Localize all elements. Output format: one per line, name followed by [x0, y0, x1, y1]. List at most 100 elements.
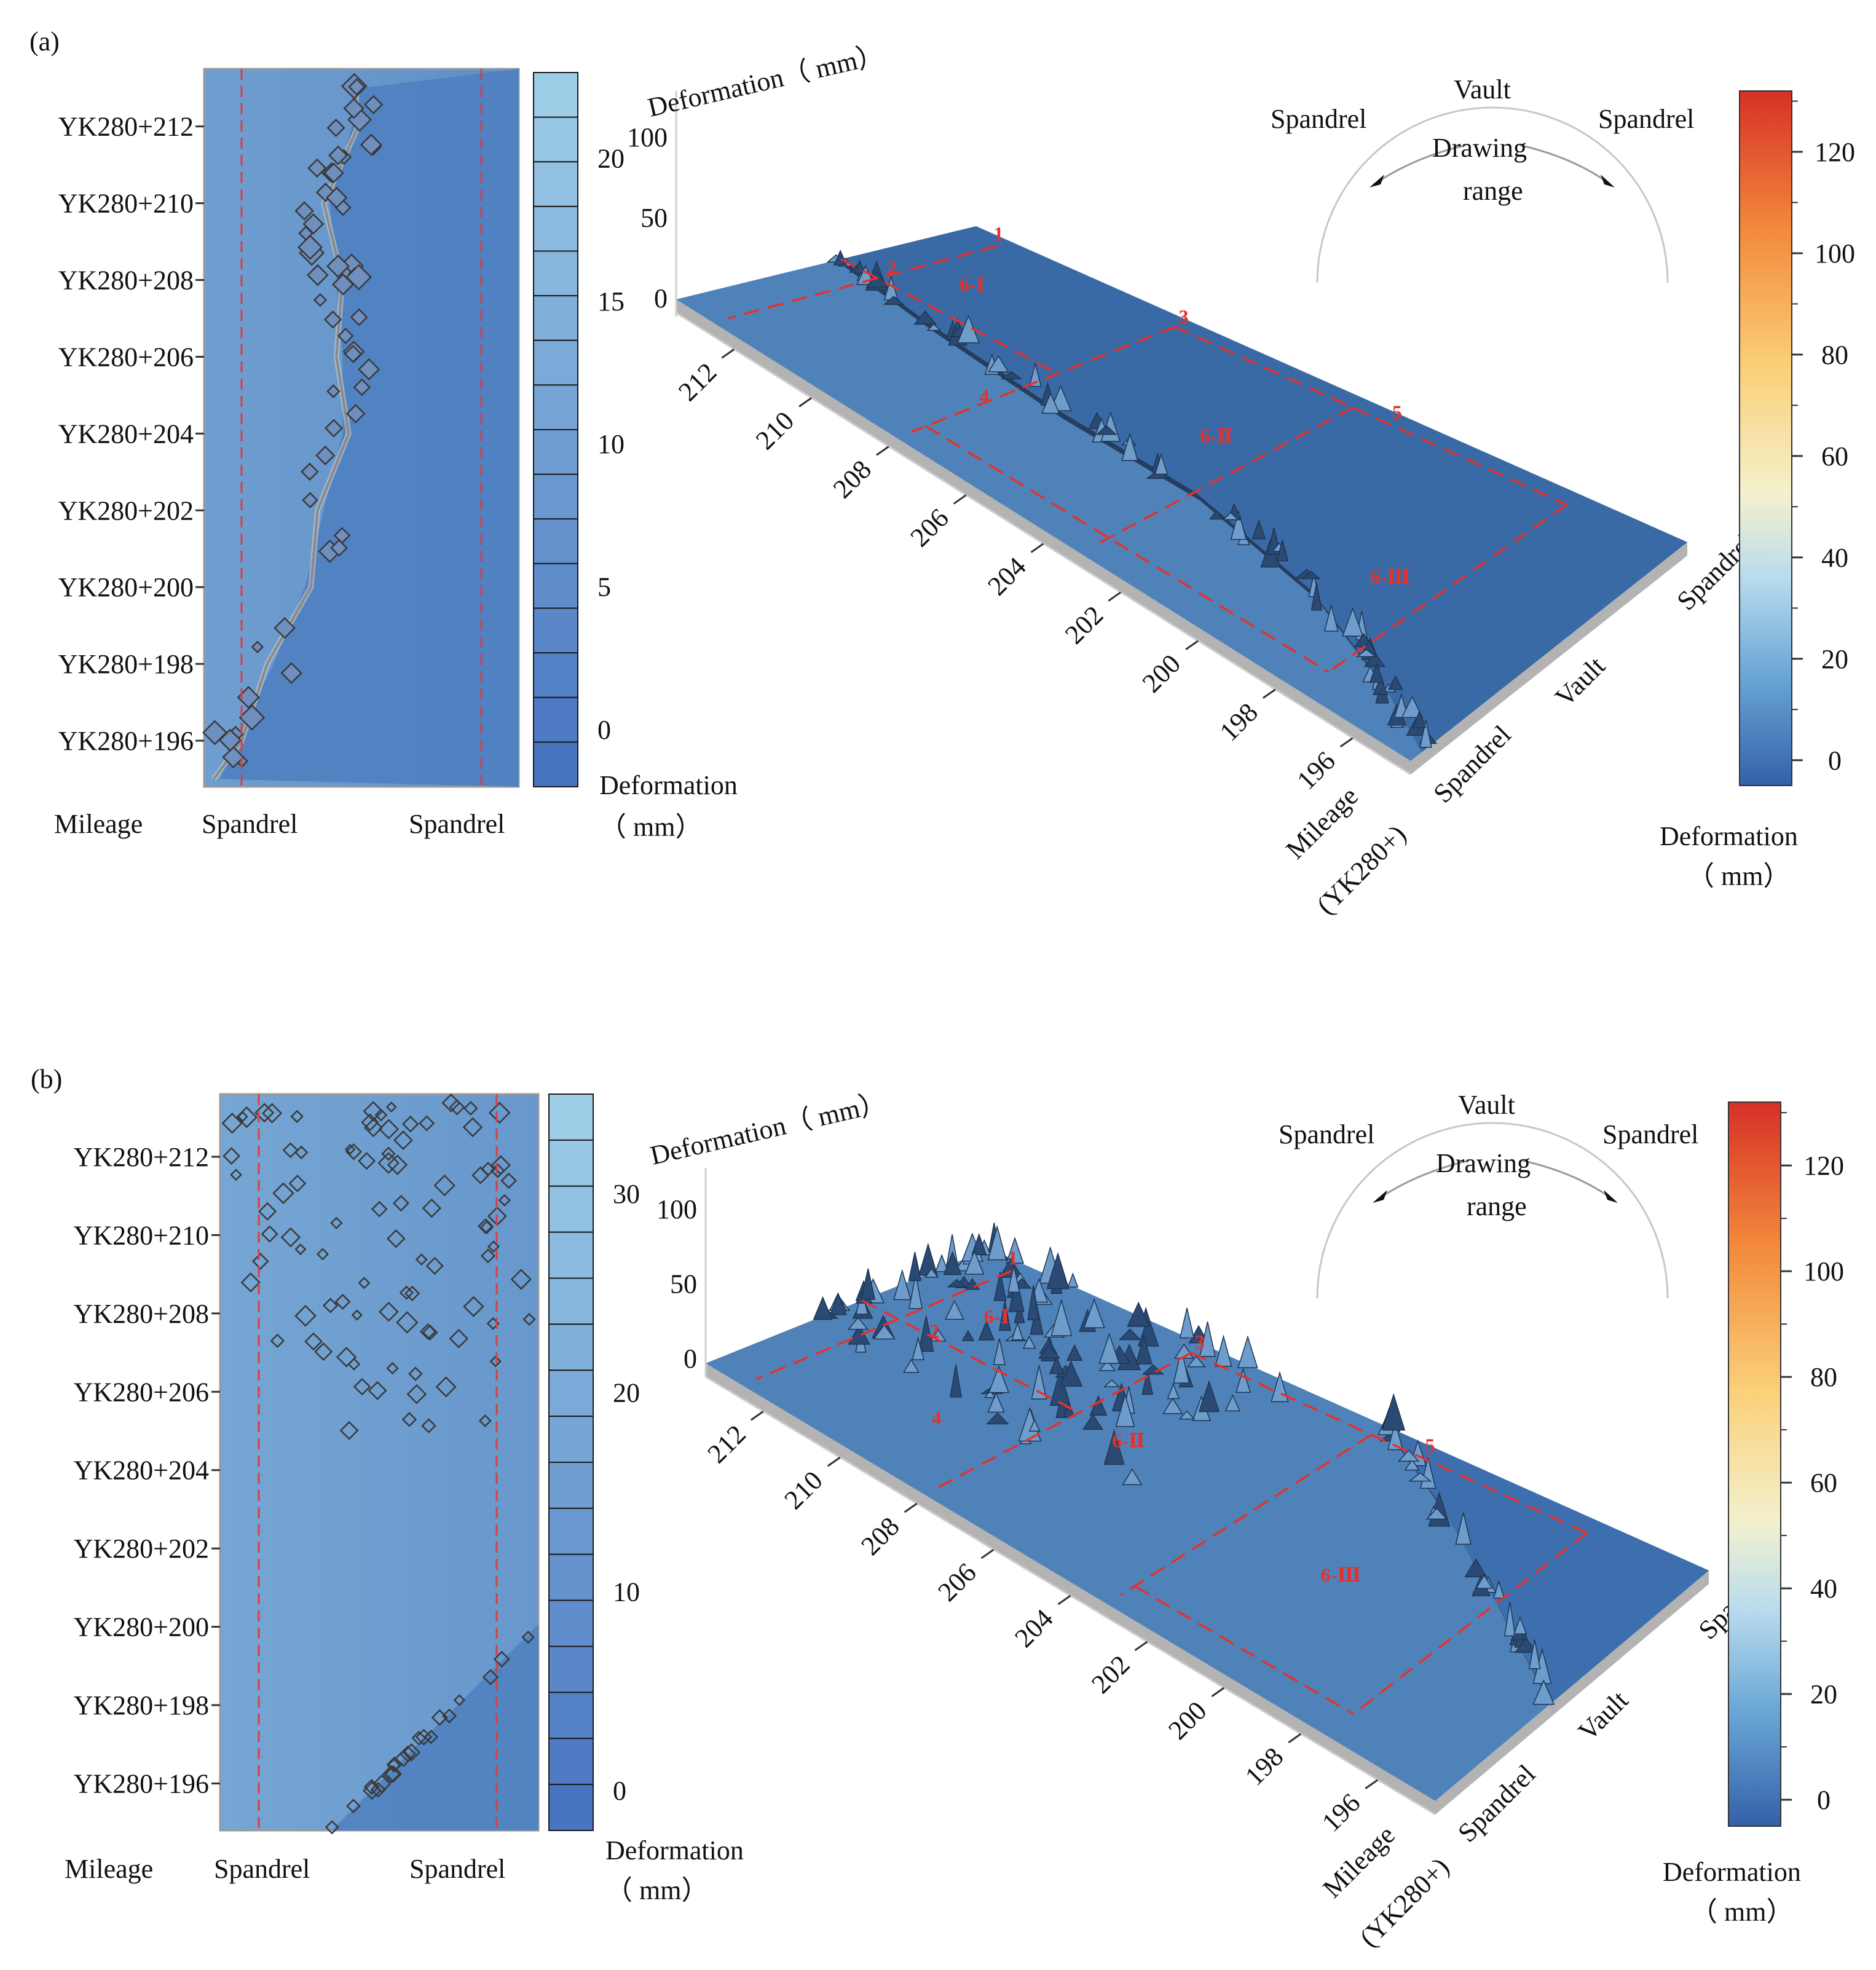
surface-peak: [1067, 1272, 1079, 1288]
y-tick-label: YK280+202: [74, 1534, 209, 1564]
contour-blip: [336, 1347, 357, 1368]
zone-label: 1: [994, 223, 1004, 245]
surface-peak: [1387, 1419, 1403, 1451]
contour-blip: [223, 1147, 240, 1165]
contour-blip: [487, 1206, 507, 1226]
surface-peak: [883, 296, 905, 305]
surface-peak: [971, 1232, 987, 1255]
arrowhead-right-icon: [1601, 175, 1615, 187]
zone-label: 5: [1425, 1434, 1435, 1456]
surface-peak: [1115, 1393, 1135, 1427]
contour-blip: [344, 1143, 356, 1155]
surface-peak: [1401, 695, 1424, 719]
surface-peak: [1089, 1395, 1108, 1416]
surface-peak: [918, 1242, 938, 1276]
zone-label: 6-Ⅲ: [1321, 1564, 1362, 1586]
surface-peak: [1528, 1639, 1541, 1669]
surface-peak: [1001, 371, 1023, 380]
contour-blip: [370, 1782, 386, 1798]
surface-peak: [1369, 662, 1384, 683]
z-tick-label: 100: [656, 1194, 697, 1224]
contour-blip: [358, 1277, 371, 1290]
contour-blip: [486, 1317, 500, 1330]
zone-label: 6-Ⅰ: [960, 274, 985, 296]
mileage-tick-mark: [827, 1456, 841, 1467]
surface-peak: [1031, 1365, 1047, 1400]
colorbar-level: [533, 562, 578, 609]
z-tick-label: 0: [654, 283, 668, 313]
inset-vault: Vault: [1454, 74, 1511, 104]
contour-blip: [402, 1743, 421, 1762]
contour-blip: [490, 1163, 505, 1178]
zone-label: 1: [1008, 1247, 1018, 1269]
mileage-tick-label: 200: [1137, 648, 1186, 698]
surface-peak: [986, 1412, 1009, 1425]
contour-map: YK280+212 YK280+210 YK280+208 YK280+206 YK28…: [65, 1093, 540, 1884]
colorbar-level: [533, 384, 578, 430]
mileage-tick-mark: [1211, 1687, 1225, 1698]
contour-blip: [353, 1377, 371, 1396]
colorbar-level: [533, 429, 578, 475]
contour-blip: [381, 1146, 396, 1161]
contour-blip: [386, 1229, 406, 1248]
contour-blip: [500, 1172, 518, 1189]
contour-blip: [282, 1142, 299, 1159]
surface-peak: [1122, 1468, 1143, 1486]
surface-peak: [1050, 1298, 1073, 1336]
y-tick-label: YK280+196: [58, 726, 194, 756]
contour-blip: [300, 462, 319, 481]
colorbar-tick-label: 10: [597, 429, 625, 459]
contour-blip: [368, 1381, 387, 1400]
surface-top-dark: [841, 226, 1687, 752]
zone-label: 3: [1179, 305, 1189, 328]
surface-colorbar: 120 100 80 60 40 20 0 Deformation （ mm）: [1660, 90, 1855, 891]
contour-blip: [237, 1111, 248, 1122]
zone-boundary-line: [1352, 1532, 1588, 1715]
contour-blip: [363, 1779, 380, 1795]
inset-range: range: [1463, 176, 1523, 206]
y-tick-label: YK280+204: [74, 1456, 209, 1486]
colorbar-level: [533, 518, 578, 564]
colorbar-tick-label: 100: [1815, 238, 1855, 269]
contour-blip: [274, 617, 296, 639]
contour-blip: [419, 1323, 436, 1340]
contour-blip: [332, 273, 355, 296]
surface-peak: [1141, 1369, 1154, 1395]
surface-peak: [873, 1324, 896, 1340]
surface-peak: [1408, 1472, 1432, 1482]
arrow-right-icon: [1521, 1159, 1614, 1201]
contour-blip: [330, 538, 348, 557]
surface-peak: [1373, 676, 1389, 695]
surface-peak: [1397, 1449, 1420, 1462]
contour-blip: [351, 1309, 363, 1321]
surface-peak: [893, 1269, 912, 1301]
contour-blip: [393, 1130, 413, 1151]
contour-blip: [218, 728, 242, 752]
contour-blip: [386, 1361, 399, 1375]
colorbar-level: [533, 250, 578, 297]
contour-y-ticks: YK280+212 YK280+210 YK280+208 YK280+206 YK28…: [58, 112, 204, 756]
surface-peak: [1251, 519, 1266, 540]
surface-peak: [1066, 1344, 1083, 1361]
contour-blip: [498, 1194, 511, 1207]
colorbar-level: [533, 473, 578, 520]
contour-blip: [479, 1220, 494, 1234]
y-tick-label: YK280+198: [58, 649, 194, 679]
contour-blip: [404, 1285, 420, 1302]
surface-peak: [1154, 453, 1169, 475]
contour-blip: [323, 162, 344, 184]
surface-peak: [1475, 1574, 1493, 1589]
mileage-tick-label: 212: [701, 1419, 751, 1469]
contour-blip: [238, 704, 266, 731]
surface-peak: [1083, 1298, 1105, 1328]
contour-blip: [361, 1113, 379, 1132]
surface-peak: [1008, 1277, 1025, 1312]
surface-peak: [848, 1324, 870, 1345]
contour-blip: [462, 1117, 483, 1138]
surface-peak: [1382, 1393, 1406, 1431]
colorbar-tick-label: 60: [1821, 441, 1848, 471]
surface-peak: [987, 1224, 1007, 1261]
surface-peak: [918, 1315, 934, 1352]
surface-peak: [1028, 361, 1042, 387]
